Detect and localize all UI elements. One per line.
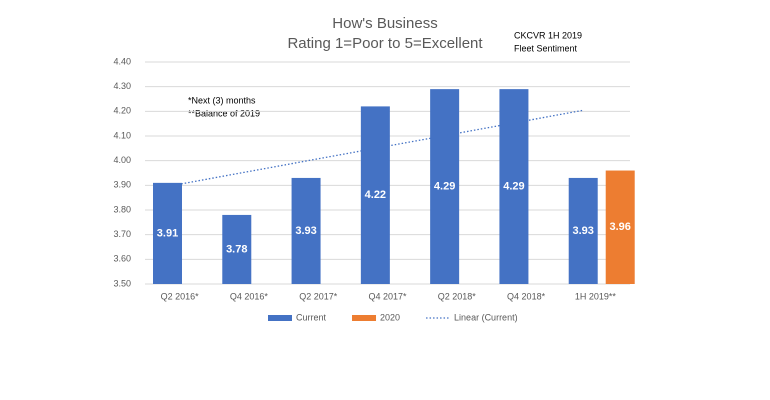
data-label: 3.78	[226, 243, 247, 255]
bar	[153, 182, 182, 284]
legend-swatch	[268, 315, 292, 321]
bar	[568, 177, 598, 284]
bar	[291, 177, 321, 284]
data-label: 4.29	[434, 180, 455, 192]
data-label: 3.96	[610, 221, 631, 233]
annotation: *Next (3) months	[188, 95, 256, 105]
y-tick-label: 4.10	[113, 130, 131, 140]
y-tick-label: 4.30	[113, 81, 131, 91]
data-label: 3.93	[295, 225, 316, 237]
annotation: Fleet Sentiment	[514, 43, 578, 53]
data-label: 3.91	[157, 227, 178, 239]
annotation: CKCVR 1H 2019	[514, 30, 582, 40]
data-label: 4.22	[365, 189, 386, 201]
legend-label: 2020	[380, 312, 400, 322]
x-tick-label: Q4 2017*	[368, 291, 407, 301]
bar	[360, 106, 390, 285]
bar	[605, 170, 635, 284]
chart-subtitle: Rating 1=Poor to 5=Excellent	[287, 35, 483, 52]
annotation: **Balance of 2019	[188, 108, 260, 118]
y-tick-label: 3.80	[113, 204, 131, 214]
y-tick-label: 4.40	[113, 56, 131, 66]
y-tick-label: 3.60	[113, 254, 131, 264]
y-tick-label: 4.20	[113, 106, 131, 116]
y-tick-label: 4.00	[113, 155, 131, 165]
legend-swatch	[352, 315, 377, 321]
bar	[430, 89, 460, 284]
y-tick-label: 3.70	[113, 229, 131, 239]
x-tick-label: Q4 2016*	[230, 291, 269, 301]
bar	[222, 214, 252, 284]
data-label: 3.93	[573, 225, 594, 237]
x-tick-label: Q2 2018*	[438, 291, 477, 301]
chart-title: How's Business	[332, 15, 437, 32]
trendline	[167, 109, 584, 188]
x-tick-label: 1H 2019**	[575, 291, 617, 301]
data-label: 4.29	[503, 180, 524, 192]
legend-label: Current	[296, 312, 327, 322]
x-tick-label: Q2 2016*	[161, 291, 200, 301]
x-tick-label: Q4 2018*	[507, 291, 546, 301]
legend-label: Linear (Current)	[454, 312, 518, 322]
y-tick-label: 3.90	[113, 180, 131, 190]
y-tick-label: 3.50	[113, 278, 131, 288]
x-tick-label: Q2 2017*	[299, 291, 338, 301]
